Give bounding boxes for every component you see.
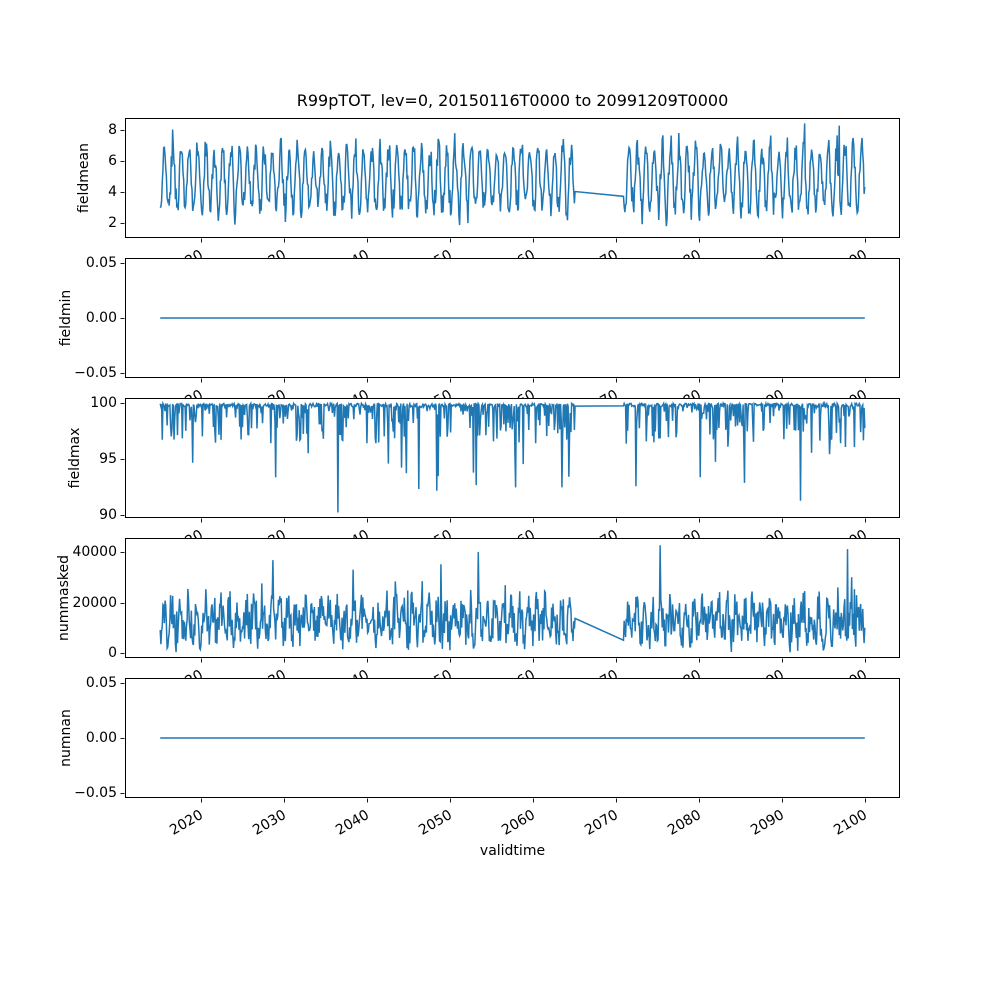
- axes-frame: [125, 118, 900, 238]
- y-tick-label: 95: [99, 451, 117, 468]
- axes-frame: [125, 678, 900, 798]
- axes-frame: [125, 538, 900, 658]
- y-tick-label: 2: [108, 214, 117, 231]
- y-tick-label: 0.05: [85, 255, 117, 272]
- y-tick-label: −0.05: [74, 784, 117, 801]
- subplot-numnan: numnan 0.05 0.00 −0.05 2020 2030 2040 2050 2060 2…: [0, 672, 1000, 878]
- chart-title: R99pTOT, lev=0, 20150116T0000 to 2099120…: [296, 91, 729, 110]
- y-tick-label: 8: [108, 122, 117, 139]
- plot-area-fieldmean: [120, 118, 900, 243]
- y-tick-label: 20000: [72, 594, 117, 611]
- data-line-fieldmax: [159, 400, 866, 513]
- y-tick-label: 4: [108, 183, 117, 200]
- axes-frame: [125, 258, 900, 378]
- y-tick-label: 0.00: [85, 310, 117, 326]
- plot-area-fieldmax: [120, 398, 900, 523]
- subplot-fieldmax: fieldmax10095902020203020402050206020702…: [0, 392, 1000, 538]
- plot-area-nummasked: [120, 538, 900, 663]
- y-tick-label: 0: [108, 644, 117, 661]
- y-tick-label: 0.05: [85, 675, 117, 692]
- data-line-fieldmean: [159, 123, 866, 227]
- y-tick-label: 0.00: [85, 730, 117, 746]
- y-tick-label: 6: [108, 153, 117, 170]
- y-tick-label: 40000: [72, 544, 117, 561]
- plot-area-fieldmin: [120, 258, 900, 383]
- data-line-nummasked: [159, 545, 866, 653]
- subplot-nummasked: nummasked4000020000020202030204020502060…: [0, 532, 1000, 678]
- subplot-fieldmean: fieldmean8642202020302040205020602070208…: [0, 112, 1000, 258]
- y-tick-label: −0.05: [74, 364, 117, 381]
- subplot-fieldmin: fieldmin0.050.00−0.052020203020402050206…: [0, 252, 1000, 398]
- axes-frame: [125, 398, 900, 518]
- x-axis-label: validtime: [479, 843, 546, 859]
- plot-area-numnan: [120, 678, 900, 803]
- y-tick-label: 100: [90, 395, 117, 412]
- y-tick-label: 90: [99, 507, 117, 524]
